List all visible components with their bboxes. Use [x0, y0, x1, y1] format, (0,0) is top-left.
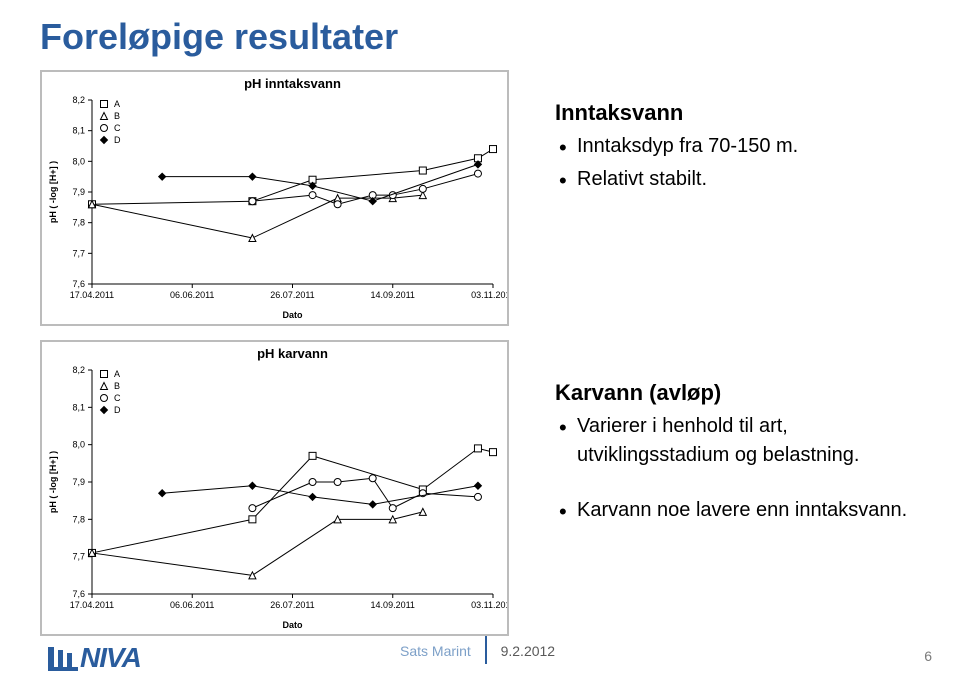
svg-text:8,0: 8,0	[72, 440, 85, 450]
svg-text:8,0: 8,0	[72, 156, 85, 166]
footer-event: Sats Marint	[400, 643, 471, 659]
svg-text:8,1: 8,1	[72, 402, 85, 412]
svg-text:14.09.2011: 14.09.2011	[371, 290, 415, 300]
svg-text:7,7: 7,7	[72, 552, 85, 562]
svg-text:8,2: 8,2	[72, 365, 85, 375]
svg-text:06.06.2011: 06.06.2011	[170, 600, 214, 610]
chart-ph-karvann: pH karvann 7,6 7,7 7,8 7,9 8,0 8,1 8,2 17.04.201…	[40, 340, 509, 636]
svg-text:14.09.2011: 14.09.2011	[371, 600, 415, 610]
svg-text:7,7: 7,7	[72, 248, 85, 258]
svg-text:pH inntaksvann: pH inntaksvann	[244, 76, 341, 91]
svg-text:17.04.2011: 17.04.2011	[70, 290, 114, 300]
footer-center: Sats Marint 9.2.2012	[400, 636, 555, 664]
bullet: Relativt stabilt.	[577, 165, 935, 194]
svg-text:B: B	[114, 381, 120, 391]
svg-text:8,1: 8,1	[72, 126, 85, 136]
svg-text:A: A	[114, 369, 120, 379]
svg-text:pH karvann: pH karvann	[257, 346, 328, 361]
svg-text:B: B	[114, 111, 120, 121]
svg-text:26.07.2011: 26.07.2011	[270, 290, 314, 300]
bullet: Inntaksdyp fra 70-150 m.	[577, 132, 935, 161]
heading-karvann: Karvann (avløp)	[555, 380, 935, 406]
svg-text:7,8: 7,8	[72, 514, 85, 524]
svg-text:A: A	[114, 99, 120, 109]
svg-text:D: D	[114, 135, 121, 145]
svg-text:7,9: 7,9	[72, 187, 85, 197]
svg-text:03.11.2011: 03.11.2011	[471, 290, 507, 300]
footer: NIVA Sats Marint 9.2.2012 6	[0, 616, 960, 686]
svg-text:8,2: 8,2	[72, 95, 85, 105]
slide: Foreløpige resultater pH inntaksvann 7,6 7…	[0, 0, 960, 686]
bullet: Karvann noe lavere enn inntaksvann.	[577, 496, 935, 525]
footer-date: 9.2.2012	[501, 643, 556, 659]
niva-logo: NIVA	[48, 642, 141, 674]
svg-text:C: C	[114, 123, 121, 133]
svg-text:17.04.2011: 17.04.2011	[70, 600, 114, 610]
svg-text:pH ( -log [H+] ): pH ( -log [H+] )	[48, 451, 58, 513]
heading-inntaksvann: Inntaksvann	[555, 100, 935, 126]
svg-text:pH ( -log [H+] ): pH ( -log [H+] )	[48, 161, 58, 223]
svg-text:06.06.2011: 06.06.2011	[170, 290, 214, 300]
text-karvann: Karvann (avløp) Varierer i henhold til a…	[555, 380, 935, 529]
footer-separator	[485, 636, 487, 664]
svg-text:D: D	[114, 405, 121, 415]
page-title: Foreløpige resultater	[40, 16, 398, 58]
svg-text:7,6: 7,6	[72, 589, 85, 599]
svg-text:7,6: 7,6	[72, 279, 85, 289]
chart-ph-inntaksvann: pH inntaksvann 7,6 7,7 7,8 7,9 8,0 8,1 8,2 17.04…	[40, 70, 509, 326]
svg-text:Dato: Dato	[283, 310, 304, 320]
svg-text:7,9: 7,9	[72, 477, 85, 487]
svg-text:03.11.2011: 03.11.2011	[471, 600, 507, 610]
svg-text:C: C	[114, 393, 121, 403]
page-number: 6	[924, 648, 932, 664]
svg-text:7,8: 7,8	[72, 218, 85, 228]
text-inntaksvann: Inntaksvann Inntaksdyp fra 70-150 m. Rel…	[555, 100, 935, 198]
svg-text:26.07.2011: 26.07.2011	[270, 600, 314, 610]
bullet: Varierer i henhold til art, utviklingsst…	[577, 412, 935, 470]
